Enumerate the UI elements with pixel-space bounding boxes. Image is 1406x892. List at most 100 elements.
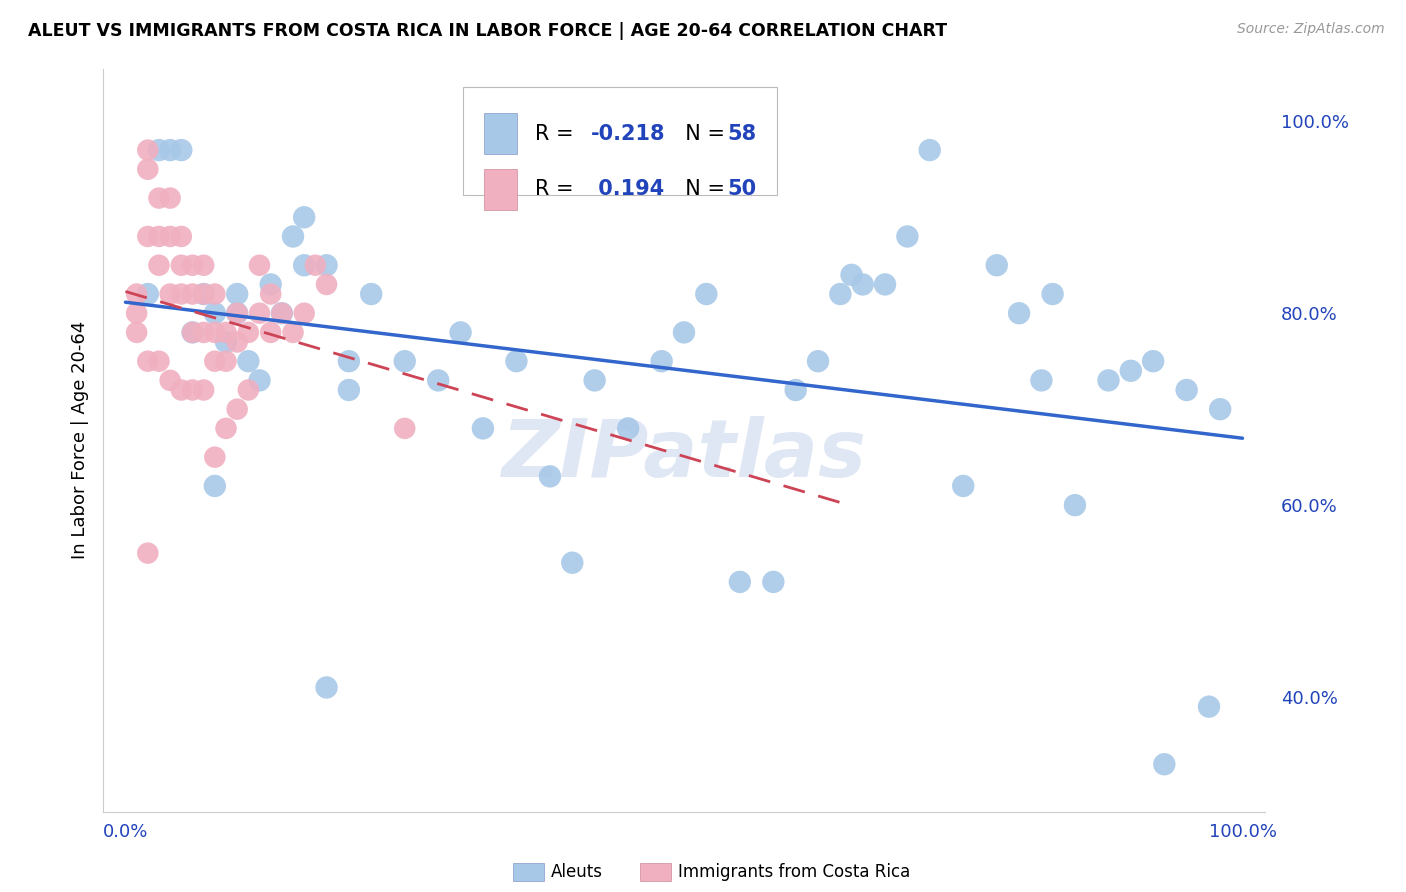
Point bbox=[337, 383, 360, 397]
Text: -0.218: -0.218 bbox=[591, 124, 665, 144]
Point bbox=[337, 354, 360, 368]
Point bbox=[785, 383, 807, 397]
Point bbox=[204, 354, 226, 368]
Point bbox=[136, 354, 159, 368]
Point bbox=[1064, 498, 1087, 512]
Point bbox=[159, 191, 181, 205]
Point bbox=[193, 287, 215, 301]
Point bbox=[281, 229, 304, 244]
Point bbox=[986, 258, 1008, 272]
Point bbox=[260, 277, 283, 292]
Point bbox=[1042, 287, 1064, 301]
Text: 58: 58 bbox=[727, 124, 756, 144]
Point bbox=[315, 681, 337, 695]
Point bbox=[215, 334, 238, 349]
Point bbox=[538, 469, 561, 483]
Point bbox=[249, 373, 271, 387]
Point bbox=[360, 287, 382, 301]
Point bbox=[148, 191, 170, 205]
Point bbox=[170, 143, 193, 157]
Text: Immigrants from Costa Rica: Immigrants from Costa Rica bbox=[678, 863, 910, 881]
Point bbox=[215, 326, 238, 340]
Point bbox=[830, 287, 852, 301]
Point bbox=[617, 421, 640, 435]
Text: N =: N = bbox=[672, 179, 733, 200]
Point bbox=[181, 287, 204, 301]
Point bbox=[181, 258, 204, 272]
Point bbox=[125, 287, 148, 301]
Point bbox=[807, 354, 830, 368]
Point bbox=[292, 258, 315, 272]
Point bbox=[136, 287, 159, 301]
Point bbox=[852, 277, 875, 292]
Point bbox=[762, 574, 785, 589]
Point bbox=[841, 268, 863, 282]
Text: R =: R = bbox=[536, 124, 581, 144]
Point bbox=[136, 546, 159, 560]
Point bbox=[1119, 364, 1142, 378]
Point bbox=[728, 574, 751, 589]
Text: Source: ZipAtlas.com: Source: ZipAtlas.com bbox=[1237, 22, 1385, 37]
Point bbox=[238, 354, 260, 368]
Point bbox=[260, 287, 283, 301]
Point bbox=[315, 258, 337, 272]
Point bbox=[292, 211, 315, 225]
Point bbox=[471, 421, 494, 435]
Point bbox=[427, 373, 450, 387]
Point bbox=[204, 326, 226, 340]
Point bbox=[226, 306, 249, 320]
Point bbox=[873, 277, 896, 292]
Point bbox=[204, 306, 226, 320]
Point bbox=[292, 306, 315, 320]
Point bbox=[181, 326, 204, 340]
Point bbox=[270, 306, 292, 320]
Point bbox=[125, 306, 148, 320]
Point bbox=[136, 143, 159, 157]
Text: ALEUT VS IMMIGRANTS FROM COSTA RICA IN LABOR FORCE | AGE 20-64 CORRELATION CHART: ALEUT VS IMMIGRANTS FROM COSTA RICA IN L… bbox=[28, 22, 948, 40]
Point bbox=[505, 354, 527, 368]
Point bbox=[226, 306, 249, 320]
Point bbox=[896, 229, 918, 244]
Point bbox=[136, 162, 159, 177]
Point bbox=[193, 383, 215, 397]
Point bbox=[1008, 306, 1031, 320]
Point bbox=[159, 229, 181, 244]
Point bbox=[159, 143, 181, 157]
Point bbox=[1209, 402, 1232, 417]
FancyBboxPatch shape bbox=[463, 87, 778, 195]
Point bbox=[181, 326, 204, 340]
Point bbox=[204, 450, 226, 465]
Point bbox=[1142, 354, 1164, 368]
Point bbox=[159, 373, 181, 387]
Point bbox=[1031, 373, 1053, 387]
Point bbox=[226, 334, 249, 349]
Point bbox=[159, 287, 181, 301]
Text: 0.194: 0.194 bbox=[591, 179, 664, 200]
Point bbox=[215, 421, 238, 435]
Point bbox=[204, 287, 226, 301]
Text: ZIPatlas: ZIPatlas bbox=[502, 417, 866, 494]
Point bbox=[394, 421, 416, 435]
Bar bbox=[484, 169, 516, 210]
Point bbox=[215, 354, 238, 368]
Point bbox=[170, 258, 193, 272]
Text: N =: N = bbox=[672, 124, 733, 144]
Point bbox=[170, 229, 193, 244]
Point bbox=[1153, 757, 1175, 772]
Point bbox=[193, 287, 215, 301]
Point bbox=[136, 229, 159, 244]
Point bbox=[249, 258, 271, 272]
Point bbox=[148, 229, 170, 244]
Text: Aleuts: Aleuts bbox=[551, 863, 603, 881]
Point bbox=[1175, 383, 1198, 397]
Point bbox=[125, 326, 148, 340]
Point bbox=[918, 143, 941, 157]
Point bbox=[651, 354, 673, 368]
Point bbox=[672, 326, 695, 340]
Point bbox=[952, 479, 974, 493]
Point bbox=[204, 479, 226, 493]
Text: 50: 50 bbox=[727, 179, 756, 200]
Point bbox=[170, 287, 193, 301]
Point bbox=[238, 326, 260, 340]
Point bbox=[238, 383, 260, 397]
